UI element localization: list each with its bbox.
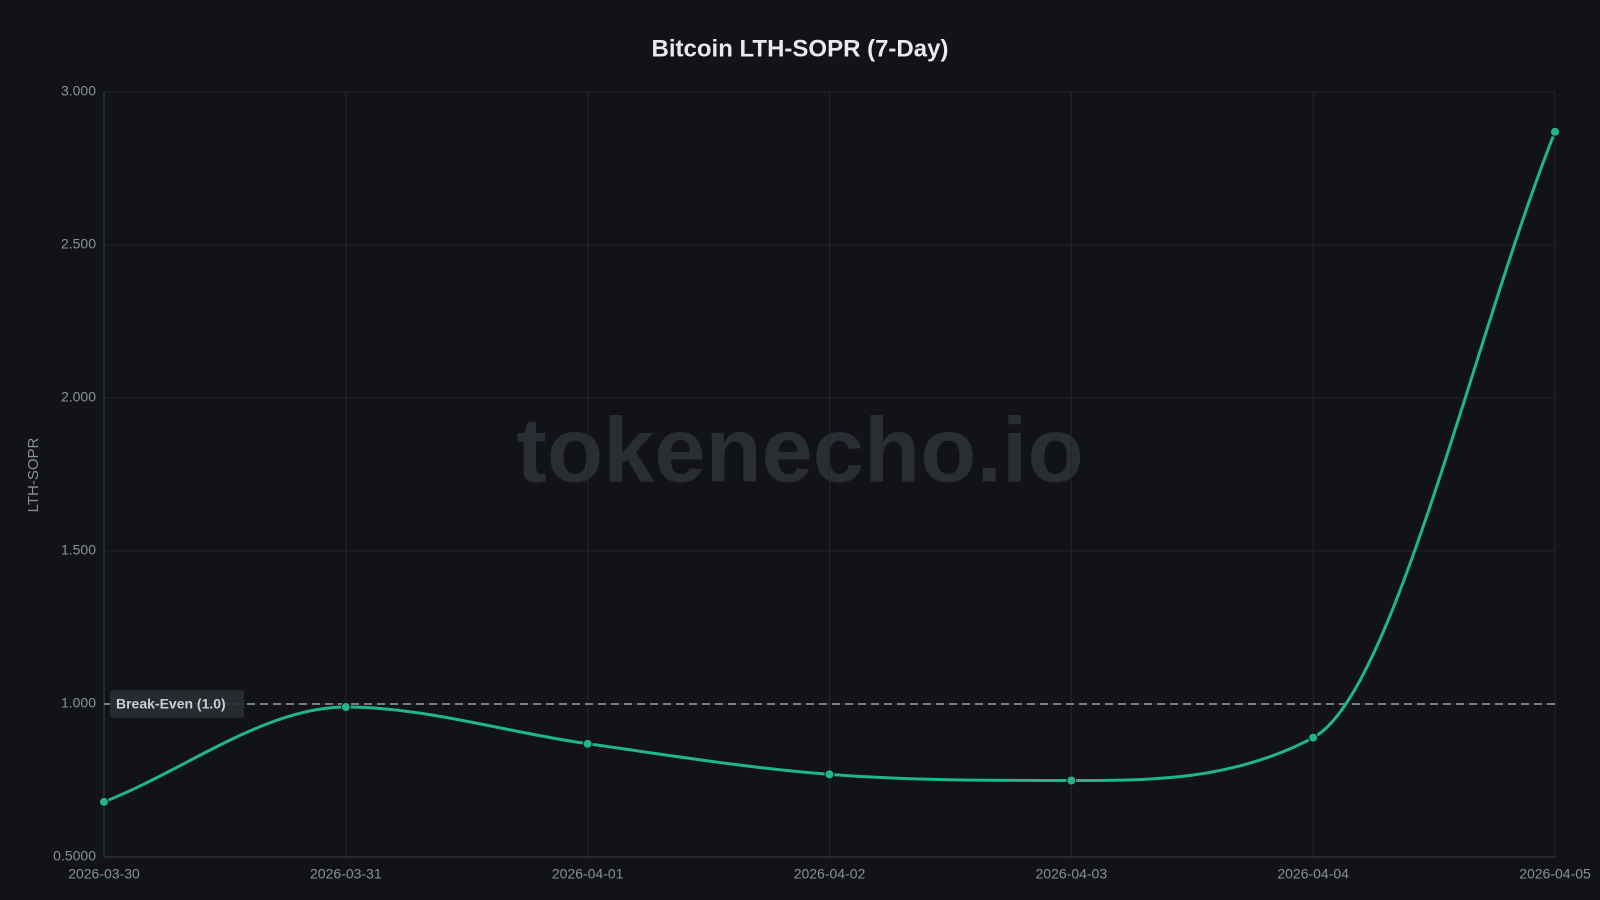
x-tick-label: 2026-04-02 <box>794 866 866 882</box>
x-tick-label: 2026-04-05 <box>1519 866 1591 882</box>
x-tick-label: 2026-03-30 <box>68 866 140 882</box>
point <box>99 796 109 807</box>
point <box>582 738 593 749</box>
y-tick-label: 0.5000 <box>53 848 96 864</box>
point <box>340 702 351 713</box>
point <box>1066 775 1077 786</box>
x-tick-label: 2026-04-03 <box>1036 866 1108 882</box>
y-tick-label: 2.500 <box>61 236 96 252</box>
x-tick-label: 2026-04-01 <box>552 866 624 882</box>
point <box>1308 732 1319 743</box>
y-tick-label: 1.000 <box>61 695 96 711</box>
y-tick-label: 2.000 <box>61 389 96 405</box>
y-tick-label: 3.000 <box>61 83 96 99</box>
annotation-label: Break-Even (1.0) <box>116 696 226 712</box>
annotation-box <box>110 690 244 718</box>
point <box>1550 126 1560 137</box>
x-tick-label: 2026-04-04 <box>1277 866 1349 882</box>
x-tick-label: 2026-03-31 <box>310 866 382 882</box>
watermark: tokenecho.io <box>516 399 1083 501</box>
y-axis-label: LTH-SOPR <box>25 437 42 512</box>
chart-title: Bitcoin LTH-SOPR (7-Day) <box>652 35 949 62</box>
point <box>824 769 835 780</box>
y-tick-label: 1.500 <box>61 542 96 558</box>
